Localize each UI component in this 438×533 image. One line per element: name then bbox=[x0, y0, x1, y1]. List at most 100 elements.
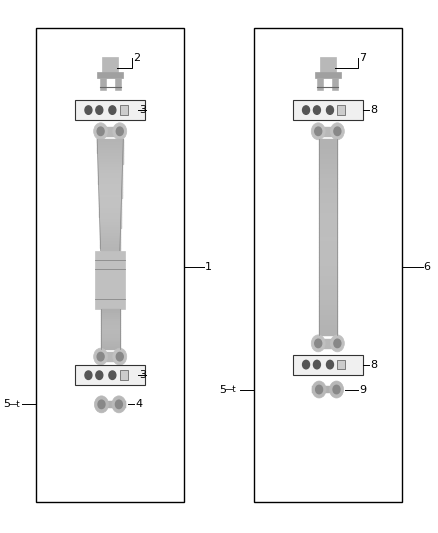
Bar bbox=[97, 145, 123, 148]
Bar bbox=[99, 181, 122, 184]
Bar bbox=[319, 168, 336, 174]
Bar bbox=[101, 313, 120, 315]
Bar bbox=[99, 184, 122, 187]
Bar bbox=[98, 175, 122, 178]
Bar bbox=[101, 311, 120, 313]
Circle shape bbox=[333, 385, 340, 394]
Bar bbox=[100, 242, 120, 245]
Bar bbox=[100, 239, 120, 242]
Bar bbox=[100, 245, 120, 248]
Bar bbox=[100, 225, 120, 228]
Bar bbox=[98, 156, 123, 159]
Bar bbox=[99, 217, 121, 220]
Text: 5: 5 bbox=[4, 399, 11, 409]
Text: 6: 6 bbox=[424, 262, 431, 271]
Bar bbox=[319, 257, 336, 262]
Bar bbox=[319, 213, 336, 217]
Bar bbox=[319, 272, 336, 277]
Bar bbox=[97, 139, 123, 142]
Bar bbox=[101, 309, 120, 311]
Bar bbox=[319, 232, 336, 237]
Bar bbox=[320, 57, 336, 72]
Bar bbox=[293, 100, 363, 120]
Bar bbox=[100, 78, 106, 90]
Bar bbox=[319, 292, 336, 296]
Circle shape bbox=[303, 106, 310, 114]
Bar bbox=[101, 337, 120, 339]
Circle shape bbox=[96, 106, 103, 114]
Bar bbox=[99, 195, 121, 198]
Bar bbox=[101, 323, 120, 325]
Circle shape bbox=[334, 339, 341, 348]
Text: 8: 8 bbox=[370, 105, 377, 115]
Bar bbox=[100, 220, 121, 223]
Text: 3: 3 bbox=[139, 105, 146, 115]
Bar bbox=[319, 223, 336, 228]
Circle shape bbox=[312, 381, 326, 398]
Bar bbox=[98, 170, 122, 173]
Circle shape bbox=[330, 335, 344, 352]
Bar bbox=[98, 150, 123, 153]
Bar bbox=[97, 142, 123, 145]
Bar bbox=[101, 325, 120, 327]
Bar bbox=[99, 187, 122, 189]
Bar bbox=[101, 321, 120, 323]
Circle shape bbox=[329, 381, 343, 398]
Circle shape bbox=[311, 335, 325, 352]
Bar bbox=[319, 193, 336, 198]
Circle shape bbox=[96, 371, 103, 379]
Bar bbox=[319, 321, 336, 326]
Bar bbox=[319, 149, 336, 154]
Bar bbox=[337, 360, 345, 369]
Bar bbox=[101, 333, 120, 335]
Text: —t: —t bbox=[224, 385, 236, 394]
Circle shape bbox=[98, 400, 105, 409]
Bar bbox=[319, 217, 336, 223]
Circle shape bbox=[97, 127, 104, 135]
Bar bbox=[75, 365, 145, 385]
Bar bbox=[315, 72, 341, 78]
Bar bbox=[319, 311, 336, 316]
Bar bbox=[319, 316, 336, 321]
Bar bbox=[254, 28, 402, 503]
Bar bbox=[312, 386, 343, 393]
Bar bbox=[99, 198, 121, 200]
Bar bbox=[98, 173, 122, 175]
Bar bbox=[99, 212, 121, 214]
Bar bbox=[97, 148, 123, 150]
Circle shape bbox=[314, 360, 321, 369]
Bar bbox=[319, 330, 336, 335]
Bar bbox=[319, 326, 336, 330]
Bar bbox=[98, 167, 122, 170]
Bar bbox=[98, 164, 123, 167]
Circle shape bbox=[109, 371, 116, 379]
Circle shape bbox=[316, 385, 322, 394]
Bar bbox=[319, 277, 336, 281]
Bar bbox=[319, 296, 336, 301]
Bar bbox=[100, 231, 120, 234]
Bar bbox=[120, 106, 127, 115]
Bar bbox=[100, 228, 120, 231]
Bar bbox=[332, 78, 338, 90]
Bar bbox=[99, 192, 122, 195]
Bar bbox=[318, 127, 337, 135]
Bar bbox=[99, 209, 121, 212]
Bar bbox=[319, 174, 336, 179]
Bar bbox=[101, 248, 120, 251]
Bar bbox=[98, 159, 123, 161]
Bar bbox=[319, 144, 336, 149]
Text: 3: 3 bbox=[139, 370, 146, 380]
Circle shape bbox=[95, 396, 109, 413]
Text: 9: 9 bbox=[359, 384, 366, 394]
Circle shape bbox=[315, 339, 322, 348]
Bar bbox=[319, 188, 336, 193]
Bar bbox=[319, 301, 336, 306]
Bar bbox=[319, 139, 336, 144]
Circle shape bbox=[113, 348, 127, 365]
Text: 5: 5 bbox=[219, 384, 226, 394]
Bar bbox=[319, 262, 336, 266]
Bar bbox=[101, 329, 120, 331]
Bar bbox=[101, 339, 120, 341]
Bar bbox=[318, 78, 323, 90]
Circle shape bbox=[94, 348, 108, 365]
